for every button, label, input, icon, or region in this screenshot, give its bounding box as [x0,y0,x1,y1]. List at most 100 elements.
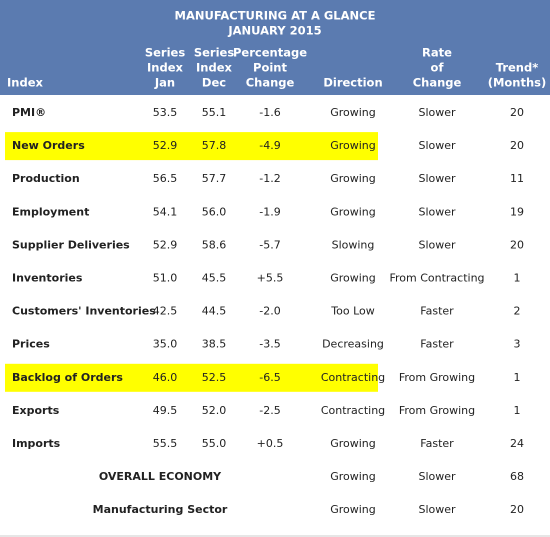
cell: -6.5 [259,371,280,384]
column-header: Percentage [233,46,307,60]
cell: 55.5 [153,437,178,450]
row-label: Imports [12,437,61,450]
cell: 58.6 [202,238,227,251]
cell: Decreasing [322,338,384,351]
cell: Too Low [330,305,374,318]
cell: 45.5 [202,272,227,285]
cell: Faster [420,338,454,351]
cell: Faster [420,305,454,318]
row-highlight [5,132,378,161]
cell: 20 [510,139,524,152]
cell: 52.9 [153,238,178,251]
cell: Growing [330,272,376,285]
row-label: Employment [12,205,89,218]
cell: Growing [330,172,376,185]
cell: 2 [514,305,521,318]
row-label: Customers' Inventories [12,305,156,318]
cell: -5.7 [259,238,280,251]
cell: 49.5 [153,404,178,417]
cell: Slower [418,470,456,483]
cell: Growing [330,437,376,450]
column-header: of [431,61,445,75]
cell: +5.5 [257,272,284,285]
cell: 53.5 [153,106,178,119]
cell: 11 [510,172,524,185]
row-label: Inventories [12,272,83,285]
cell: 20 [510,106,524,119]
cell: Slower [418,106,456,119]
cell: Slowing [332,238,375,251]
cell: Growing [330,106,376,119]
cell: -1.2 [259,172,280,185]
column-header: Point [253,61,287,75]
row-label: Backlog of Orders [12,371,123,384]
cell: Growing [330,470,376,483]
summary-label: OVERALL ECONOMY [99,470,222,483]
cell: 35.0 [153,338,178,351]
column-header: Index [196,61,232,75]
summary-label: Manufacturing Sector [93,503,228,516]
cell: -2.5 [259,404,280,417]
column-header: (Months) [488,76,547,90]
cell: 3 [514,338,521,351]
title: JANUARY 2015 [227,24,321,38]
cell: 51.0 [153,272,178,285]
cell: 57.8 [202,139,227,152]
cell: Growing [330,205,376,218]
cell: 56.0 [202,205,227,218]
cell: 20 [510,238,524,251]
cell: -2.0 [259,305,280,318]
row-label: Exports [12,404,60,417]
cell: 55.0 [202,437,227,450]
cell: -3.5 [259,338,280,351]
cell: 1 [514,404,521,417]
cell: Faster [420,437,454,450]
cell: 24 [510,437,524,450]
column-header: Series [194,46,234,60]
column-header: Rate [422,46,452,60]
cell: -4.9 [259,139,280,152]
column-header: Jan [154,76,175,90]
cell: 56.5 [153,172,178,185]
cell: 46.0 [153,371,178,384]
cell: -1.6 [259,106,280,119]
column-header: Direction [323,76,382,90]
cell: Slower [418,503,456,516]
row-label: Prices [12,338,50,351]
column-header: Change [246,76,295,90]
cell: 42.5 [153,305,178,318]
cell: 20 [510,503,524,516]
cell: 68 [510,470,524,483]
cell: 52.5 [202,371,227,384]
column-header: Index [147,61,183,75]
row-label: New Orders [12,139,85,152]
row-label: Supplier Deliveries [12,238,130,251]
cell: 57.7 [202,172,227,185]
cell: 38.5 [202,338,227,351]
row-label: Production [12,172,80,185]
cell: Slower [418,205,456,218]
cell: -1.9 [259,205,280,218]
cell: Growing [330,503,376,516]
cell: 55.1 [202,106,227,119]
cell: Slower [418,238,456,251]
cell: +0.5 [257,437,284,450]
cell: From Growing [399,404,475,417]
cell: 52.9 [153,139,178,152]
cell: 19 [510,205,524,218]
header-band [0,0,550,95]
column-header: Dec [202,76,226,90]
cell: Slower [418,139,456,152]
column-header: Trend* [496,61,539,75]
column-header: Series [145,46,185,60]
cell: Growing [330,139,376,152]
cell: 44.5 [202,305,227,318]
cell: Contracting [321,371,385,384]
cell: From Growing [399,371,475,384]
column-header: Index [7,76,43,90]
cell: From Contracting [389,272,484,285]
title: MANUFACTURING AT A GLANCE [175,9,376,23]
cell: Slower [418,172,456,185]
